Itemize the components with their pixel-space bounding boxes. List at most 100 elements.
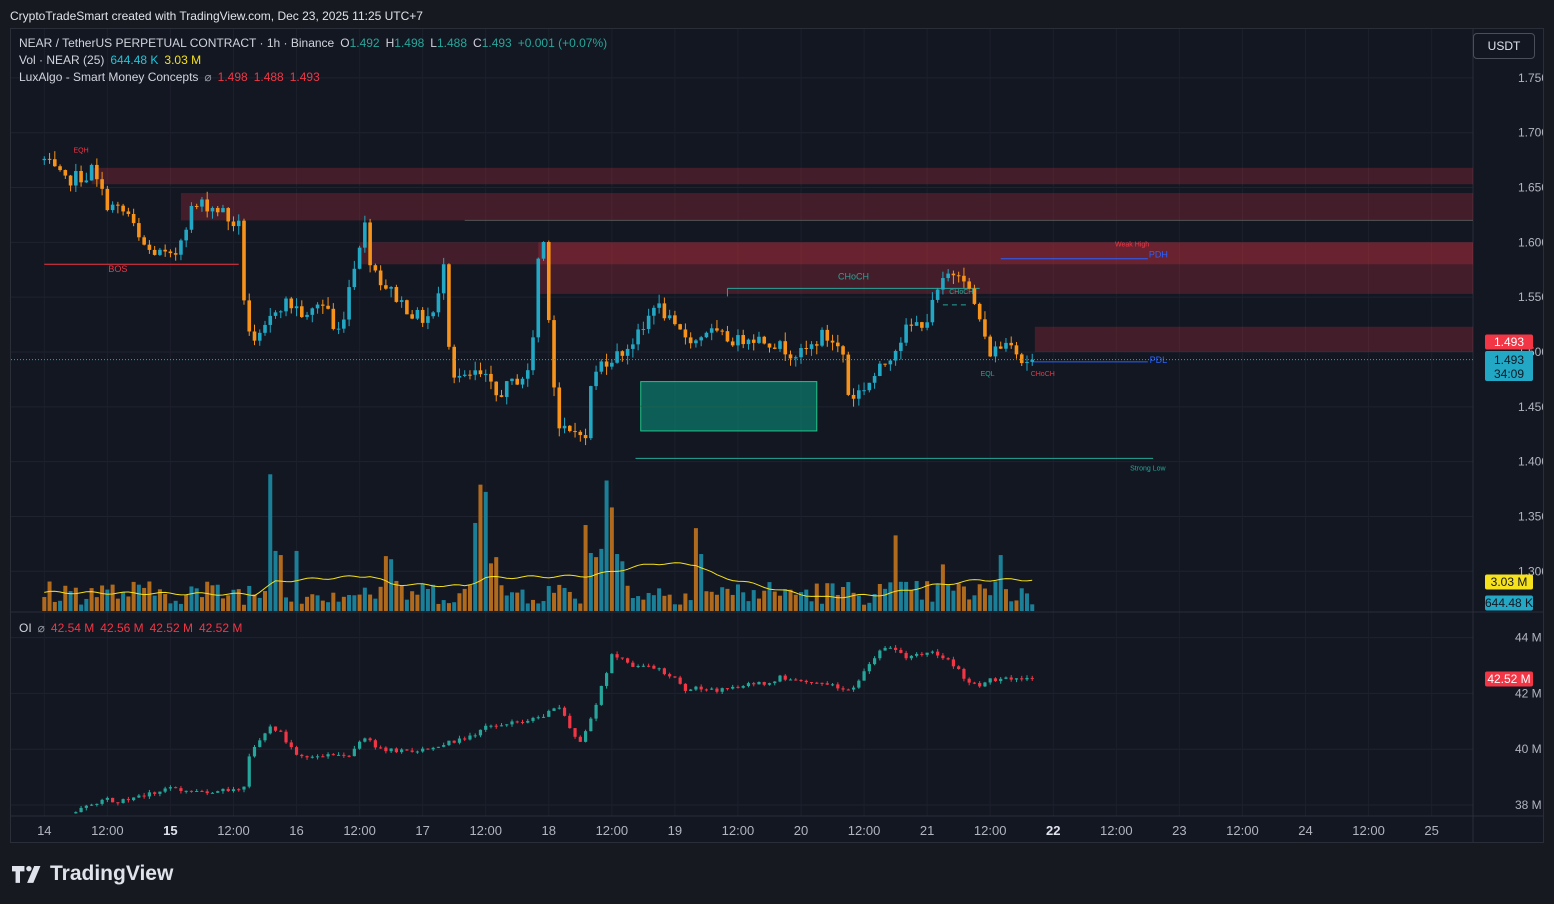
oi-legend[interactable]: OI ⌀ 42.54 M 42.56 M 42.52 M 42.52 M (19, 621, 248, 635)
price-candle (599, 359, 604, 375)
price-candle (657, 294, 661, 314)
volume-value-tag-bg (1485, 595, 1533, 611)
volume-label[interactable]: Vol · NEAR (25) (19, 53, 105, 67)
candle-body (599, 361, 604, 372)
oi-candle (568, 713, 572, 729)
oi-body (384, 747, 388, 752)
oi-hide-icon[interactable]: ⌀ (37, 621, 45, 635)
price-candle (804, 340, 809, 355)
candle-body (977, 303, 982, 320)
oi-body (704, 689, 709, 691)
hide-icon[interactable]: ⌀ (204, 70, 212, 84)
oi-candle (620, 657, 624, 660)
volume-bar (531, 599, 536, 611)
oi-candle (804, 679, 808, 685)
price-candle (620, 350, 625, 362)
candle-body (100, 179, 104, 189)
volume-bar (772, 591, 777, 611)
volume-bar (862, 604, 867, 611)
price-candle (904, 318, 908, 346)
candle-body (53, 159, 57, 167)
oi-candle (352, 745, 356, 757)
candle-body (972, 288, 977, 304)
oi-body (578, 736, 582, 742)
oi-candle (505, 724, 509, 727)
oi-candle (147, 789, 151, 799)
candle-body (289, 298, 294, 309)
candle-body (788, 354, 793, 359)
time-tick-label: 12:00 (1352, 823, 1385, 838)
volume-bar (594, 557, 599, 611)
high-price-tag: 1.493 (1494, 335, 1524, 349)
oi-label[interactable]: OI (19, 621, 32, 635)
price-candle (247, 293, 252, 336)
oi-candle (468, 732, 472, 741)
volume-bar (52, 601, 57, 611)
price-candle (420, 307, 425, 327)
price-candle (998, 341, 1003, 350)
candle-body (389, 287, 393, 289)
price-candle (972, 284, 977, 306)
chart-frame[interactable]: EQH BOS CHoCH CHoCH Weak High PDH PDL EQL CHoCH S… (10, 28, 1544, 843)
candle-body (962, 275, 966, 282)
candle-body (305, 314, 309, 317)
candle-body (604, 361, 609, 367)
oi-body (368, 738, 372, 741)
candle-body (342, 319, 346, 329)
price-candle (95, 158, 99, 187)
candle-body (431, 312, 435, 317)
price-candle (909, 318, 914, 332)
candle-body (925, 322, 929, 328)
smc-legend[interactable]: LuxAlgo - Smart Money Concepts ⌀ 1.498 1.48… (19, 70, 326, 84)
volume-bar (431, 584, 436, 611)
smc-label[interactable]: LuxAlgo - Smart Money Concepts (19, 70, 199, 84)
volume-legend[interactable]: Vol · NEAR (25) 644.48 K 3.03 M (19, 53, 207, 67)
candle-body (956, 275, 961, 277)
candle-body (520, 378, 525, 385)
oi-candle (279, 729, 283, 733)
price-tick-label: 1.700 (1518, 126, 1544, 140)
oi-candle (289, 739, 293, 750)
price-candle (74, 163, 78, 192)
candle-body (809, 344, 814, 349)
price-candle (326, 297, 330, 310)
high-label: H (385, 36, 395, 50)
oi-candle (610, 653, 614, 674)
oi-body (662, 668, 666, 675)
currency-button[interactable]: USDT (1473, 33, 1535, 59)
volume-bar (725, 588, 730, 611)
volume-bar (357, 594, 362, 611)
oi-body (825, 683, 829, 685)
supply-zone (538, 242, 1473, 294)
candle-body (515, 378, 520, 385)
candle-body (452, 346, 456, 378)
symbol-title[interactable]: NEAR / TetherUS PERPETUAL CONTRACT · 1h … (19, 36, 335, 50)
price-candle (846, 351, 851, 397)
price-candle (636, 323, 640, 351)
oi-candle (731, 684, 735, 690)
oi-candle (184, 790, 188, 794)
oi-candle (883, 646, 887, 651)
oi-body (668, 674, 672, 677)
volume-bar (79, 604, 84, 611)
price-candle (63, 169, 68, 179)
price-candle (662, 297, 667, 321)
oi-body (132, 797, 136, 801)
oi-body (237, 789, 241, 791)
volume-bar (231, 589, 236, 611)
oi-body (647, 665, 651, 667)
oi-body (489, 725, 493, 727)
price-tick-label: 1.650 (1518, 181, 1544, 195)
oi-candle (957, 665, 961, 670)
price-candle (105, 185, 110, 212)
volume-bar (152, 595, 157, 611)
price-candle (378, 265, 383, 291)
price-candle (389, 286, 393, 298)
candle-body (967, 281, 971, 289)
oi-candle (242, 786, 246, 793)
volume-bar (425, 588, 430, 611)
price-candle (394, 284, 399, 303)
candle-body (420, 309, 425, 323)
symbol-legend[interactable]: NEAR / TetherUS PERPETUAL CONTRACT · 1h … (19, 36, 613, 50)
